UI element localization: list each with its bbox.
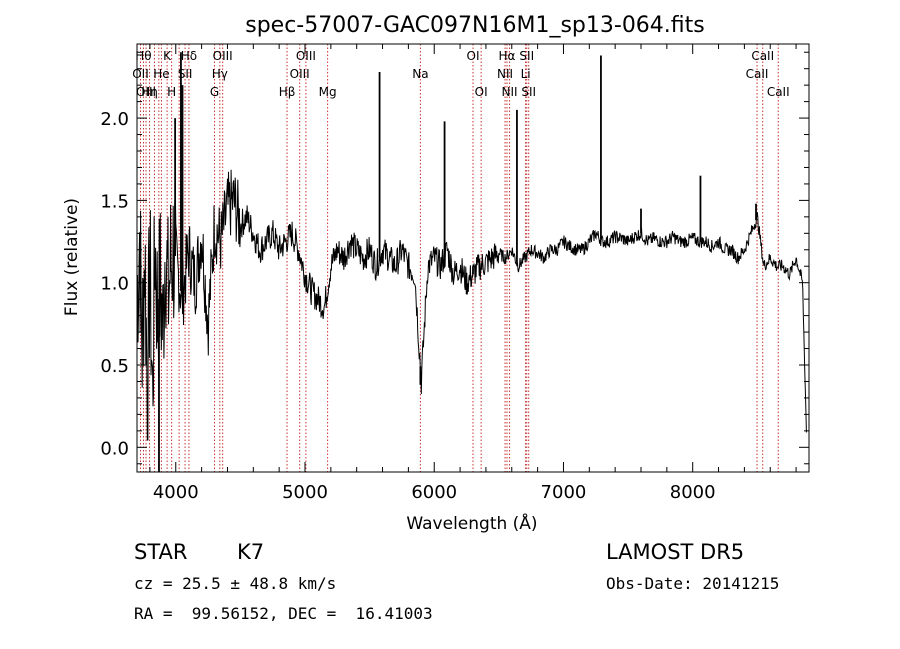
y-tick-label: 1.0 xyxy=(100,274,129,295)
reference-line-label: SII xyxy=(519,49,534,63)
reference-line-label: CaII xyxy=(751,49,774,63)
reference-line-label: K xyxy=(163,49,172,63)
reference-lines xyxy=(139,44,779,472)
reference-line-label: Hη xyxy=(141,85,158,99)
x-tick-label: 7000 xyxy=(541,482,587,503)
reference-line-label: NII xyxy=(502,85,518,99)
spectral-subclass: K7 xyxy=(237,540,265,564)
x-axis-ticks: 4000 5000 6000 7000 8000 xyxy=(149,44,797,503)
x-tick-label: 4000 xyxy=(153,482,199,503)
reference-line-label: OIII xyxy=(290,67,310,81)
x-tick-label: 8000 xyxy=(670,482,716,503)
reference-line-label: Li xyxy=(521,67,531,81)
reference-line-label: OII xyxy=(132,67,149,81)
sky-coordinates: RA = 99.56152, DEC = 16.41003 xyxy=(134,604,433,623)
reference-line-label: Hβ xyxy=(279,85,296,99)
x-axis-label: Wavelength (Å) xyxy=(406,512,537,534)
x-tick-label: 5000 xyxy=(282,482,328,503)
reference-line-label: OIII xyxy=(296,49,316,63)
y-tick-label: 0.0 xyxy=(100,438,129,459)
reference-line-label: H xyxy=(167,85,176,99)
reference-line-label: CaII xyxy=(767,85,790,99)
reference-line-label: SII xyxy=(178,67,193,81)
y-tick-label: 1.5 xyxy=(100,191,129,212)
reference-line-label: OIII xyxy=(213,49,233,63)
reference-line-label: OI xyxy=(475,85,488,99)
emission-spikes xyxy=(158,52,757,472)
reference-line-label: He xyxy=(153,67,169,81)
x-tick-label: 6000 xyxy=(411,482,457,503)
reference-line-label: SII xyxy=(521,85,536,99)
reference-line-label: Na xyxy=(412,67,428,81)
y-axis-label: Flux (relative) xyxy=(62,198,82,316)
y-axis-ticks: 0.0 0.5 1.0 1.5 2.0 xyxy=(100,51,809,465)
reference-line-label: Hθ xyxy=(135,49,151,63)
y-tick-label: 2.0 xyxy=(100,109,129,130)
plot-area: OIIHθOIIIHηHeKHSIIHδGHγOIIIHβOIIIOIIIMgN… xyxy=(100,43,810,503)
observation-date: Obs-Date: 20141215 xyxy=(606,574,780,593)
spectral-class: STAR xyxy=(134,540,188,564)
redshift-velocity: cz = 25.5 ± 48.8 km/s xyxy=(134,574,337,593)
survey-name: LAMOST DR5 xyxy=(606,540,745,564)
reference-line-label: CaII xyxy=(746,67,769,81)
reference-line-label: NII xyxy=(497,67,513,81)
reference-line-labels: OIIHθOIIIHηHeKHSIIHδGHγOIIIHβOIIIOIIIMgN… xyxy=(132,49,789,99)
reference-line-label: Hα xyxy=(499,49,516,63)
chart-title: spec-57007-GAC097N16M1_sp13-064.fits xyxy=(245,13,705,38)
reference-line-label: OI xyxy=(467,49,480,63)
y-tick-label: 0.5 xyxy=(100,356,129,377)
reference-line-label: OIII xyxy=(136,85,156,99)
reference-line-label: G xyxy=(210,85,219,99)
reference-line-label: Hγ xyxy=(212,67,228,81)
spectrum-series-line xyxy=(136,169,807,441)
reference-line-label: Mg xyxy=(319,85,337,99)
plot-frame xyxy=(136,43,810,473)
reference-line-label: Hδ xyxy=(181,49,197,63)
